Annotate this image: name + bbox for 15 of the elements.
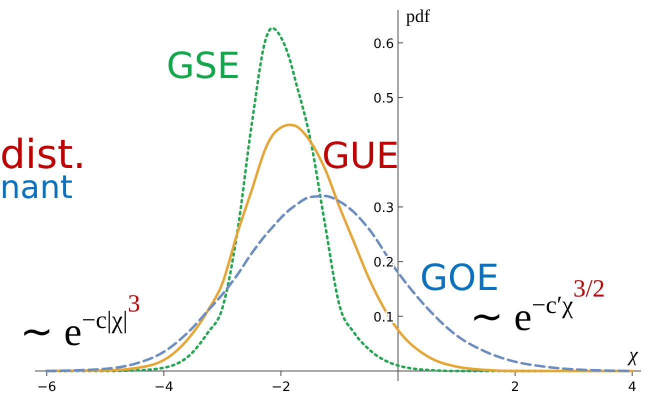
x-tick-label: 2 (510, 380, 520, 395)
x-tick-label: −2 (271, 380, 290, 395)
y-tick-label: 0.6 (373, 36, 394, 52)
y-tick-label: 0.5 (373, 92, 394, 107)
series-label: GSE (166, 46, 240, 87)
y-tick-label: 0.2 (373, 256, 394, 271)
series-label: GOE (420, 258, 499, 299)
x-axis-title: χ (627, 344, 639, 366)
x-tick-label: −6 (37, 380, 56, 395)
y-tick-label: 0.3 (373, 200, 394, 216)
x-tick-label: 4 (628, 380, 636, 395)
annotation: nant (0, 168, 73, 206)
x-tick-label: −4 (154, 380, 174, 395)
series-label: GUE (322, 136, 399, 177)
y-axis-title: pdf (406, 6, 430, 26)
